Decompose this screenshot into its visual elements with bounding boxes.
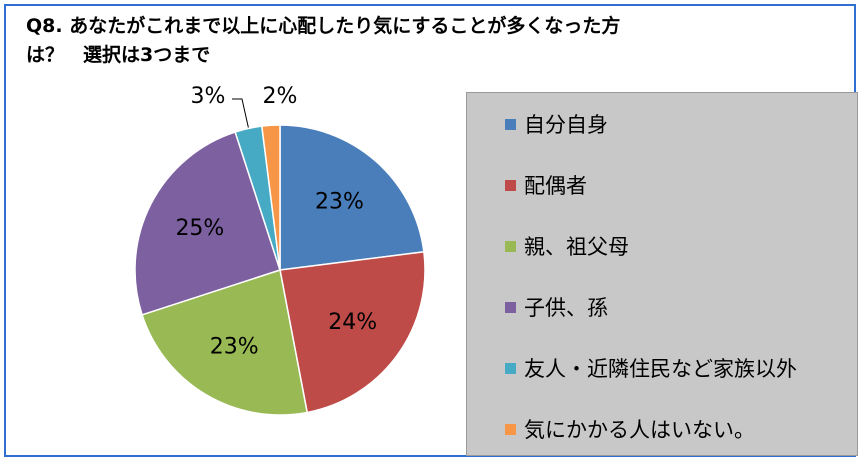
legend-label-3: 親、祖父母 [524, 235, 629, 259]
pie-data-label-6: 2% [263, 84, 298, 109]
chart-title-line-1: Q8. あなたがこれまで以上に心配したり気にすることが多くなった方 [26, 15, 621, 37]
pie-slice-3 [141, 269, 309, 416]
pie-data-label-1: 23% [315, 190, 364, 215]
legend-item-2: 配偶者 [505, 170, 587, 200]
chart-title-line-2: は？ 選択は3つまで [26, 44, 211, 66]
legend-item-3: 親、祖父母 [505, 231, 629, 261]
legend-swatch-6 [505, 423, 516, 435]
chart-title: Q8. あなたがこれまで以上に心配したり気にすることが多くなった方 は？ 選択は… [26, 12, 666, 70]
pie-slice-6 [260, 124, 281, 271]
legend-swatch-3 [505, 240, 516, 252]
legend-item-1: 自分自身 [505, 109, 608, 139]
legend-item-4: 子供、孫 [505, 292, 608, 322]
legend-label-2: 配偶者 [524, 174, 587, 198]
pie-leader-line-5 [232, 98, 249, 128]
pie-slice-4 [134, 131, 281, 316]
pie-data-label-4: 25% [175, 216, 224, 241]
legend-label-5: 友人・近隣住民など家族以外 [524, 357, 797, 381]
legend: 自分自身配偶者親、祖父母子供、孫友人・近隣住民など家族以外 気にかかる人はいない。 [466, 92, 858, 456]
legend-swatch-2 [505, 179, 516, 191]
pie-data-label-3: 23% [210, 334, 259, 359]
legend-label-1: 自分自身 [524, 113, 608, 137]
pie-data-label-2: 24% [328, 310, 377, 335]
pie-data-label-5: 3% [191, 84, 226, 109]
legend-item-6: 気にかかる人はいない。 [505, 414, 755, 444]
legend-label-6: 気にかかる人はいない。 [524, 418, 755, 442]
legend-label-4: 子供、孫 [524, 296, 608, 320]
legend-swatch-1 [505, 118, 516, 130]
legend-swatch-5 [505, 362, 516, 374]
legend-swatch-4 [505, 301, 516, 313]
pie-slice-2 [279, 250, 426, 414]
legend-item-5: 友人・近隣住民など家族以外 [505, 353, 797, 383]
pie-slice-1 [279, 124, 425, 271]
